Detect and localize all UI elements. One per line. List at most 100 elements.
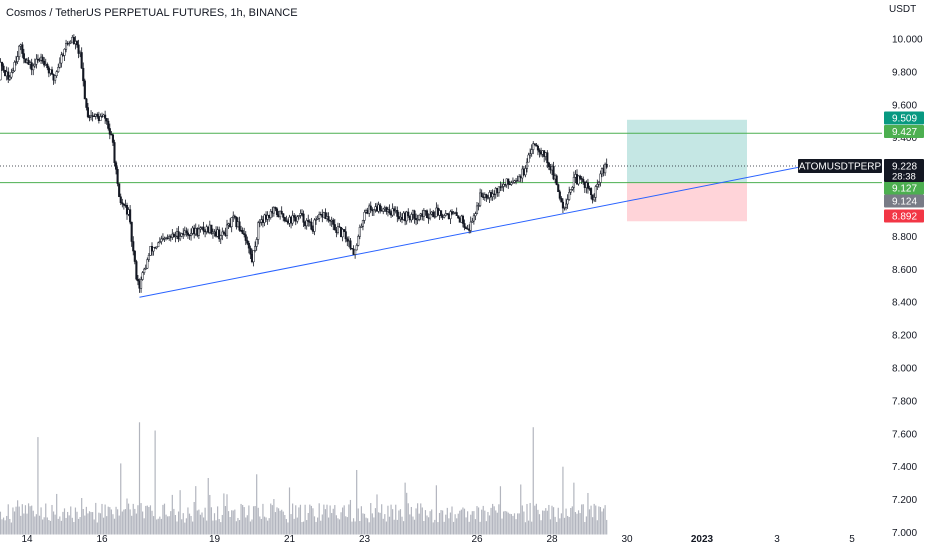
candle-body [485,194,488,199]
time-tick-label: 30 [621,534,633,545]
candle-body [119,196,122,203]
volume-bar [85,506,87,535]
candle-body [77,44,80,54]
volume-bar [173,508,175,535]
volume-bar [287,522,289,535]
price-tick-label: 7.800 [892,396,917,407]
candle-body [594,186,597,198]
candle-body [425,210,429,218]
volume-bar [113,518,116,535]
volume-bar [220,522,222,535]
volume-bar [537,509,539,535]
volume-bar [373,517,375,535]
candle-body [8,76,11,80]
symbol-label: ATOMUSDTPERP [799,161,882,172]
volume-bar [496,512,498,535]
candle-body [68,42,71,45]
candle-body [140,279,143,289]
time-tick-label: 3 [774,534,780,545]
candle-body [11,70,14,73]
candle-body [363,211,366,221]
candle-body [177,231,180,240]
candle-body [158,241,161,244]
volume-bar [309,504,311,535]
candle-body [161,238,164,240]
volume-bar [20,515,22,535]
volume-bar [599,506,602,535]
price-axis[interactable]: 10.0009.8009.6009.4009.2009.0008.8008.60… [892,35,923,540]
volume-bar [337,518,339,535]
price-tick-label: 9.600 [892,100,917,111]
volume-bar [393,519,395,535]
candle-body [202,226,205,232]
volume-bar [604,505,606,535]
candle-body [50,69,54,75]
volume-bar [254,506,256,535]
volume-bar [459,510,461,535]
trendline-layer[interactable] [139,165,808,298]
time-tick-label: 16 [96,534,108,545]
volume-bar [377,512,380,535]
candle-body [55,71,58,76]
candle-body [72,37,75,45]
candle-body [160,238,163,242]
volume-bar [240,503,242,535]
last-price-line-layer: ATOMUSDTPERP [0,158,882,173]
volume-bar [323,504,325,535]
position-zones[interactable] [627,119,747,222]
volume-bar [431,509,433,535]
candle-body [486,197,489,199]
volume-bar [196,510,198,535]
volume-bar [129,509,131,535]
time-tick-label: 5 [849,534,855,545]
candle-body [82,67,85,82]
horizontal-lines[interactable] [0,132,882,184]
candle-body [450,211,454,214]
volume-bar [21,504,23,535]
candle-body [457,215,460,219]
volume-bar [82,508,84,535]
volume-bar [512,515,514,535]
volume-bar [474,519,477,535]
volume-bar [213,513,216,535]
volume-bar [443,521,445,535]
volume-bar [87,513,89,535]
candle-body [546,152,549,164]
volume-bar [13,511,16,535]
candle-body [46,63,49,69]
candle-body [480,192,483,198]
volume-bar [510,514,512,535]
volume-bar [331,513,333,535]
candle-body [225,224,229,236]
volume-bar [327,517,330,535]
candle-body [115,162,118,170]
volume-bar [520,484,522,535]
volume-bar [396,519,398,535]
volume-bar [26,513,28,535]
time-tick-label: 28 [546,534,558,545]
price-tick-label: 8.000 [892,364,917,375]
candle-body [2,65,5,71]
volume-bar [423,520,425,535]
volume-bar [295,505,297,535]
time-axis[interactable]: 14 16 19 21 23 26 28 30 2023 3 5 [21,534,855,545]
volume-bar [288,487,291,535]
volume-bar [413,519,416,535]
candle-body [360,226,363,228]
volume-bar [70,506,72,535]
volume-bar [242,505,244,535]
volume-bar [407,503,409,535]
candle-body [147,255,150,260]
volume-bar [127,503,130,535]
volume-bar [298,507,300,535]
volume-bar [12,507,14,535]
volume-bar [437,522,439,535]
volume-bar [534,505,536,535]
candlesticks [0,34,608,293]
volume-bar [381,504,383,535]
volume-bar [237,517,239,535]
volume-bar [46,517,48,535]
candle-body [465,227,468,229]
candle-body [122,203,125,206]
